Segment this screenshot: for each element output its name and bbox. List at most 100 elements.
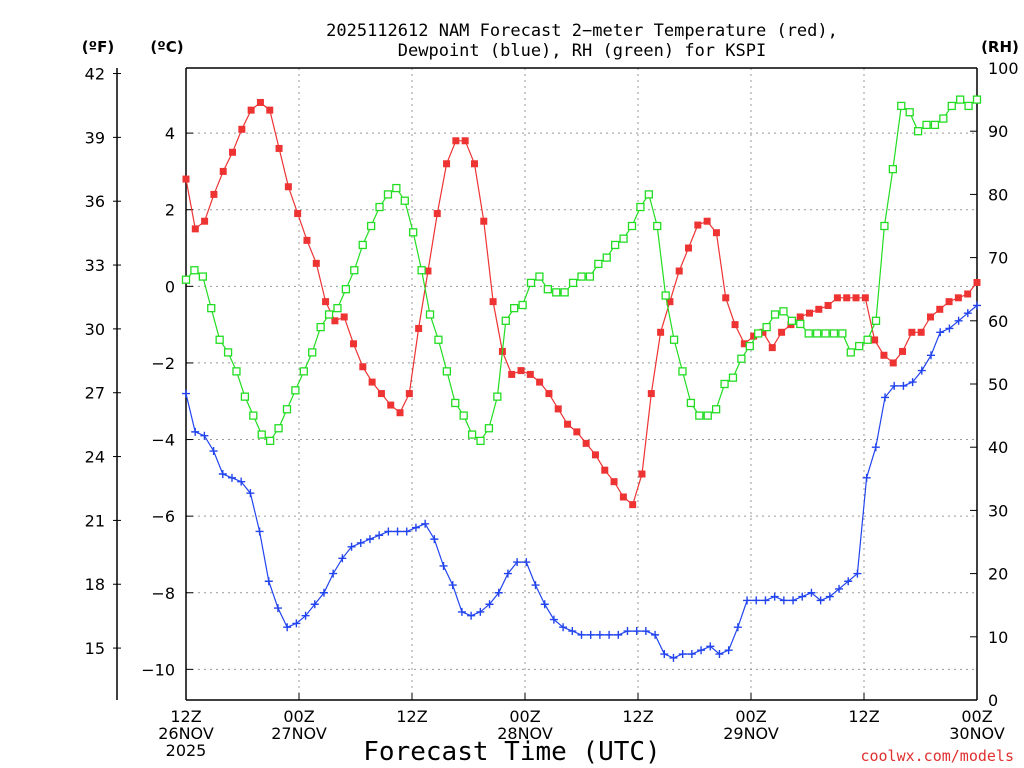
celsius-tick-label: 0: [165, 277, 175, 296]
chart-title-line-2: Dewpoint (blue), RH (green) for KSPI: [398, 41, 766, 61]
temperature-point: [945, 298, 953, 306]
temperature-point: [778, 328, 786, 336]
temperature-point: [889, 359, 897, 367]
credit-label: coolwx.com/models: [860, 747, 1014, 765]
dewpoint-point: [917, 366, 926, 375]
temperature-point: [899, 347, 907, 355]
rh-point: [425, 310, 435, 319]
dewpoint-point: [568, 627, 577, 636]
temperature-point: [396, 409, 404, 417]
dewpoint-point: [706, 642, 715, 651]
dewpoint-point: [310, 600, 319, 609]
dewpoint-point: [393, 527, 402, 536]
axes: 42393633302724211815420−2−4−6−8−10100908…: [85, 59, 1019, 760]
rh-point: [594, 259, 603, 269]
rh-point: [619, 234, 628, 243]
fahrenheit-tick-label: 42: [85, 65, 105, 84]
dewpoint-point: [411, 523, 420, 532]
rh-point: [762, 322, 771, 332]
temperature-point: [564, 420, 572, 428]
celsius-tick-label: 2: [165, 201, 175, 220]
temperature-point: [350, 340, 358, 348]
rh-series-line: [185, 98, 978, 442]
dewpoint-point: [715, 650, 724, 659]
dewpoint-point: [209, 447, 218, 456]
rh-point: [552, 288, 561, 297]
dewpoint-point: [329, 569, 338, 578]
temperature-point: [275, 144, 283, 152]
rh-point: [324, 310, 334, 319]
dewpoint-point: [182, 389, 190, 398]
temperature-point: [219, 167, 227, 175]
dewpoint-point: [347, 542, 356, 551]
temperature-point: [815, 305, 823, 313]
rh-tick-label: 50: [988, 375, 1008, 394]
celsius-unit-label: (ºC): [150, 38, 183, 56]
dewpoint-point: [973, 301, 981, 310]
dewpoint-point: [844, 577, 853, 586]
rh-point: [568, 278, 578, 288]
rh-point: [240, 392, 250, 401]
temperature-point: [284, 183, 292, 191]
temperature-point: [470, 160, 478, 168]
temperature-point: [238, 125, 246, 133]
rh-point: [215, 335, 224, 344]
rh-point: [922, 120, 931, 130]
fahrenheit-tick-label: 27: [85, 384, 105, 403]
fahrenheit-tick-label: 39: [85, 128, 105, 147]
temperature-point: [554, 405, 562, 413]
rh-point: [745, 341, 754, 351]
series-layer: [181, 95, 982, 662]
dewpoint-point: [365, 535, 374, 544]
rh-point: [207, 304, 216, 313]
temperature-point: [954, 294, 962, 302]
temperature-point: [880, 351, 888, 359]
dewpoint-point: [641, 627, 650, 636]
rh-point: [257, 430, 266, 439]
dewpoint-point: [540, 600, 549, 609]
dewpoint-point: [273, 604, 282, 613]
dewpoint-point: [522, 558, 531, 567]
temperature-point: [508, 370, 516, 378]
rh-point: [880, 221, 889, 231]
rh-point: [678, 367, 687, 376]
rh-point: [291, 386, 300, 395]
rh-point: [409, 228, 418, 237]
temperature-point: [443, 160, 451, 168]
rh-point: [543, 285, 552, 294]
temperature-point: [964, 290, 972, 298]
dewpoint-point: [816, 596, 825, 605]
rh-point: [358, 240, 367, 250]
rh-point: [939, 114, 948, 123]
temperature-point: [675, 267, 683, 275]
dewpoint-point: [743, 596, 752, 605]
rh-point: [964, 101, 973, 111]
fahrenheit-tick-label: 21: [85, 511, 105, 530]
rh-point: [611, 240, 620, 250]
temperature-point: [266, 106, 274, 114]
rh-point: [627, 221, 637, 231]
temperature-point: [843, 294, 851, 302]
dewpoint-point: [356, 538, 365, 547]
temperature-point: [294, 210, 302, 218]
dewpoint-point: [200, 431, 209, 440]
rh-point: [526, 278, 536, 288]
time-tick-label: 00Z: [283, 707, 314, 726]
temperature-point: [722, 294, 730, 302]
temperature-point: [824, 301, 832, 309]
temperature-point: [666, 298, 674, 306]
grid-lines: [186, 68, 977, 700]
temperature-point: [657, 328, 665, 336]
temperature-point: [480, 217, 488, 225]
rh-tick-label: 80: [988, 185, 1008, 204]
rh-point: [510, 304, 519, 313]
temperature-point: [387, 401, 395, 409]
dewpoint-point: [430, 535, 439, 544]
dewpoint-point: [798, 592, 807, 601]
rh-point: [249, 411, 258, 420]
rh-point: [577, 272, 586, 281]
dewpoint-point: [761, 596, 770, 605]
dewpoint-point: [807, 588, 816, 597]
temperature-point: [312, 259, 320, 267]
time-tick-label: 12Z: [848, 707, 879, 726]
